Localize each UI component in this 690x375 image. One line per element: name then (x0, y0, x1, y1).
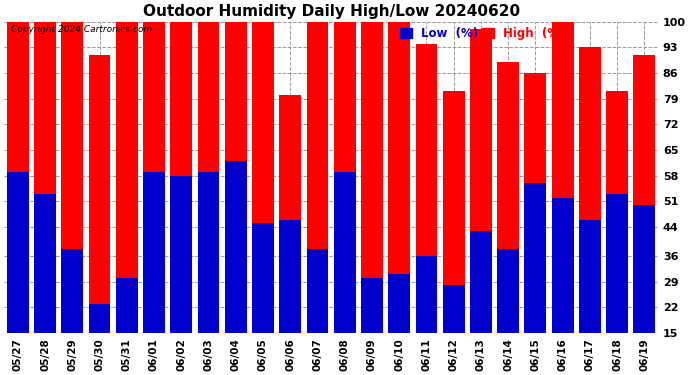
Bar (116, 22, 137, 375)
Bar (170, 176, 192, 375)
Bar (88, 55, 110, 375)
Bar (524, 183, 546, 375)
Bar (34, 22, 56, 375)
Bar (61, 22, 83, 375)
Bar (361, 278, 383, 375)
Bar (524, 73, 546, 375)
Bar (197, 22, 219, 375)
Bar (225, 22, 246, 375)
Bar (170, 22, 192, 375)
Bar (252, 223, 274, 375)
Bar (443, 92, 464, 375)
Bar (388, 22, 410, 375)
Bar (470, 29, 492, 375)
Bar (415, 256, 437, 375)
Bar (552, 198, 573, 375)
Bar (279, 95, 301, 375)
Bar (361, 22, 383, 375)
Bar (497, 62, 519, 375)
Legend: Low  (%), High  (%): Low (%), High (%) (398, 24, 567, 42)
Bar (225, 161, 246, 375)
Bar (415, 44, 437, 375)
Bar (143, 22, 165, 375)
Bar (633, 55, 656, 375)
Bar (497, 249, 519, 375)
Bar (34, 194, 56, 375)
Title: Outdoor Humidity Daily High/Low 20240620: Outdoor Humidity Daily High/Low 20240620 (143, 4, 520, 19)
Bar (116, 278, 137, 375)
Bar (388, 274, 410, 375)
Bar (61, 249, 83, 375)
Bar (633, 205, 656, 375)
Bar (443, 285, 464, 375)
Bar (279, 219, 301, 375)
Bar (252, 22, 274, 375)
Bar (607, 194, 628, 375)
Bar (306, 22, 328, 375)
Bar (143, 172, 165, 375)
Bar (334, 22, 355, 375)
Bar (470, 231, 492, 375)
Text: Copyright 2024 Cartronics.com: Copyright 2024 Cartronics.com (11, 25, 152, 34)
Bar (7, 22, 29, 375)
Bar (579, 47, 601, 375)
Bar (552, 22, 573, 375)
Bar (334, 172, 355, 375)
Bar (607, 92, 628, 375)
Bar (306, 249, 328, 375)
Bar (7, 172, 29, 375)
Bar (579, 219, 601, 375)
Bar (197, 172, 219, 375)
Bar (88, 304, 110, 375)
